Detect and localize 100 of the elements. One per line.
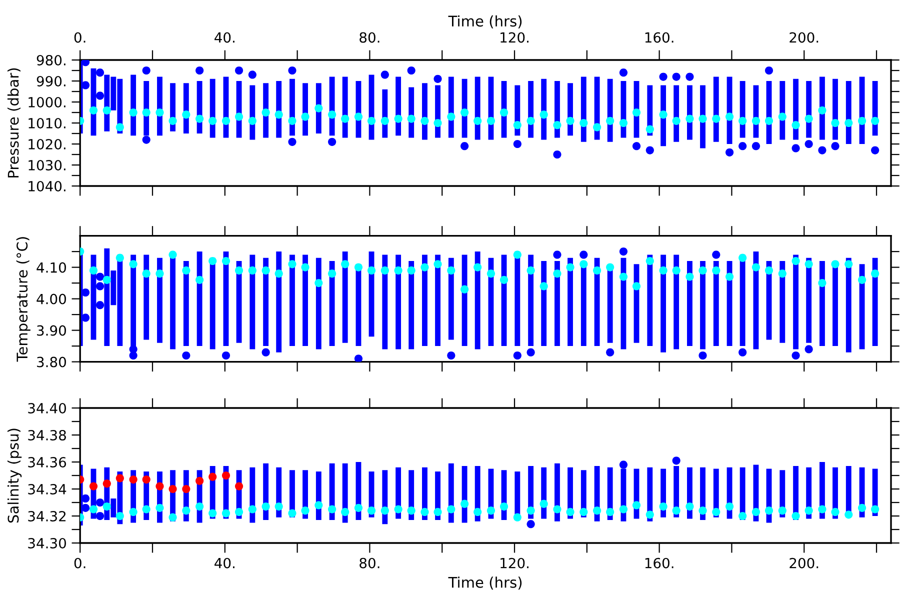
y-tick-label: 34.40 <box>28 402 66 414</box>
y-tick-label: 980. <box>36 54 66 66</box>
point <box>96 498 104 507</box>
y-axis-title: Salinity (psu) <box>7 428 22 523</box>
y-tick-label: 1030. <box>28 160 66 170</box>
x-tick-label: 0. <box>74 32 86 43</box>
point <box>764 66 774 75</box>
bar <box>726 261 732 346</box>
bar <box>250 254 256 350</box>
x-tick-label: 40. <box>214 558 234 568</box>
y-axis-title: Temperature (°C) <box>16 237 30 362</box>
point <box>81 60 90 66</box>
point <box>606 348 614 356</box>
bar <box>780 261 786 343</box>
point <box>553 150 562 159</box>
x-tick-label: 200. <box>790 32 818 43</box>
x-tick-label: 160. <box>645 32 674 43</box>
y-tick-label: 34.38 <box>28 430 66 440</box>
point <box>407 66 416 75</box>
bar <box>687 261 692 346</box>
point <box>168 484 177 494</box>
point <box>288 138 296 146</box>
point <box>354 354 363 362</box>
bar <box>793 254 799 350</box>
x-tick-label: 0. <box>74 558 86 568</box>
bar <box>554 261 560 346</box>
point <box>208 472 217 481</box>
bar <box>462 254 468 346</box>
point <box>182 351 190 360</box>
point <box>96 68 104 77</box>
point <box>129 476 138 484</box>
point <box>804 345 813 354</box>
x-axis-title: Time (hrs) <box>448 576 522 590</box>
point <box>871 146 880 154</box>
point <box>619 460 628 469</box>
point <box>102 480 111 488</box>
bar <box>157 258 162 343</box>
bar <box>435 254 440 346</box>
bar <box>329 261 335 346</box>
point <box>686 72 694 81</box>
bar <box>342 252 348 343</box>
bar <box>290 254 295 346</box>
y-tick-label: 4.10 <box>36 262 66 273</box>
point <box>96 272 104 281</box>
bar <box>568 258 573 346</box>
bar <box>408 261 414 350</box>
bar <box>846 258 852 352</box>
bar <box>183 261 189 346</box>
point <box>262 348 270 356</box>
point <box>792 144 800 152</box>
bar <box>674 254 680 350</box>
point <box>142 136 150 144</box>
y-tick-label: 1020. <box>28 138 66 150</box>
point <box>632 142 641 150</box>
point <box>156 482 164 490</box>
bar <box>474 252 480 350</box>
point <box>380 70 389 79</box>
x-tick-label: 80. <box>360 32 380 43</box>
point <box>129 351 138 360</box>
point <box>142 476 150 484</box>
point <box>698 351 707 360</box>
bar <box>872 258 878 346</box>
point <box>725 148 734 156</box>
point <box>248 70 256 79</box>
y-tick-label: 34.30 <box>28 538 66 548</box>
point <box>619 248 628 256</box>
point <box>831 142 840 150</box>
bar <box>859 264 865 350</box>
y-tick-label: 990. <box>36 76 66 86</box>
point <box>96 282 104 290</box>
bar <box>820 261 825 346</box>
point <box>792 351 800 360</box>
bar <box>806 258 812 343</box>
y-tick-label: 3.90 <box>37 325 66 336</box>
x-tick-label: 160. <box>645 558 674 568</box>
point <box>460 142 469 150</box>
x-tick-label: 120. <box>500 558 528 568</box>
point <box>288 66 296 75</box>
x-tick-label: 120. <box>500 32 528 43</box>
point <box>526 348 535 356</box>
point <box>619 68 628 77</box>
point <box>234 482 244 490</box>
y-tick-label: 4.00 <box>36 294 66 304</box>
point <box>222 351 230 360</box>
point <box>513 351 522 360</box>
point <box>738 142 747 150</box>
point <box>96 92 104 100</box>
y-tick-label: 1010. <box>28 118 66 128</box>
bar <box>302 254 308 346</box>
y-tick-label: 34.32 <box>28 510 66 522</box>
point <box>182 484 190 494</box>
point <box>553 250 562 259</box>
point <box>513 140 522 148</box>
x-tick-label: 80. <box>360 558 380 568</box>
bar <box>448 258 454 340</box>
point <box>526 520 535 528</box>
point <box>672 456 680 465</box>
bar <box>541 261 547 346</box>
x-tick-label: 40. <box>214 32 234 43</box>
y-tick-label: 34.34 <box>28 484 66 494</box>
